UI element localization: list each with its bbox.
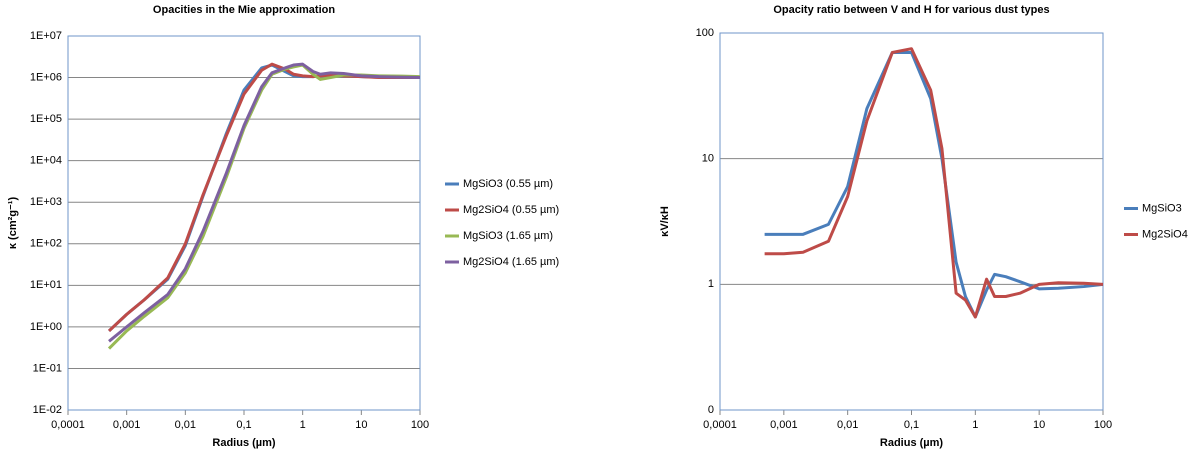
legend-label: Mg2SiO4 — [1142, 228, 1188, 240]
y-tick-label: 1E+03 — [30, 196, 62, 208]
x-tick-label: 100 — [411, 419, 429, 431]
x-tick-label: 0,001 — [113, 419, 141, 431]
x-tick-label: 0,01 — [837, 419, 858, 431]
y-tick-label: 1E+00 — [30, 321, 62, 333]
y-tick-label: 1E+05 — [30, 113, 62, 125]
plot-border — [67, 35, 421, 411]
plot-border — [719, 32, 1104, 411]
x-tick-label: 1 — [972, 419, 978, 431]
y-tick-label: 1E+06 — [30, 71, 62, 83]
series-line — [108, 62, 421, 343]
x-tick-label: 0,1 — [904, 419, 919, 431]
legend-label: MgSiO3 (0.55 µm) — [463, 178, 553, 190]
y-tick-label: 1E-01 — [33, 362, 62, 374]
y-axis-label: κV/κH — [659, 206, 671, 237]
y-tick-label: 1E+01 — [30, 279, 62, 291]
chart-title: Opacity ratio between V and H for variou… — [773, 4, 1049, 16]
x-tick-label: 0,01 — [175, 419, 196, 431]
y-tick-label: 1E+02 — [30, 238, 62, 250]
x-tick-label: 10 — [1033, 419, 1045, 431]
x-tick-label: 10 — [355, 419, 367, 431]
x-tick-label: 0,0001 — [703, 419, 737, 431]
y-tick-label: 0 — [708, 404, 714, 416]
y-tick-label: 1E+07 — [30, 30, 62, 42]
x-tick-label: 0,001 — [770, 419, 798, 431]
y-tick-label: 1E+04 — [30, 155, 62, 167]
y-tick-label: 1 — [708, 278, 714, 290]
legend-label: Mg2SiO4 (0.55 µm) — [463, 204, 559, 216]
y-axis-label: κ (cm²g⁻¹) — [7, 197, 19, 250]
series-line — [764, 47, 1104, 319]
legend-label: MgSiO3 (1.65 µm) — [463, 230, 553, 242]
x-tick-label: 100 — [1094, 419, 1112, 431]
series-line — [764, 50, 1104, 319]
series-line — [107, 63, 421, 350]
legend-label: Mg2SiO4 (1.65 µm) — [463, 256, 559, 268]
x-axis-label: Radius (µm) — [880, 437, 944, 449]
y-tick-label: 10 — [702, 153, 714, 165]
y-tick-label: 100 — [696, 27, 714, 39]
x-axis-label: Radius (µm) — [212, 437, 276, 449]
series-line — [107, 62, 420, 333]
legend-label: MgSiO3 — [1142, 202, 1182, 214]
chart-title: Opacities in the Mie approximation — [153, 4, 335, 16]
x-tick-label: 0,1 — [236, 419, 251, 431]
x-tick-label: 1 — [300, 419, 306, 431]
y-tick-label: 1E-02 — [33, 404, 62, 416]
x-tick-label: 0,0001 — [51, 419, 85, 431]
